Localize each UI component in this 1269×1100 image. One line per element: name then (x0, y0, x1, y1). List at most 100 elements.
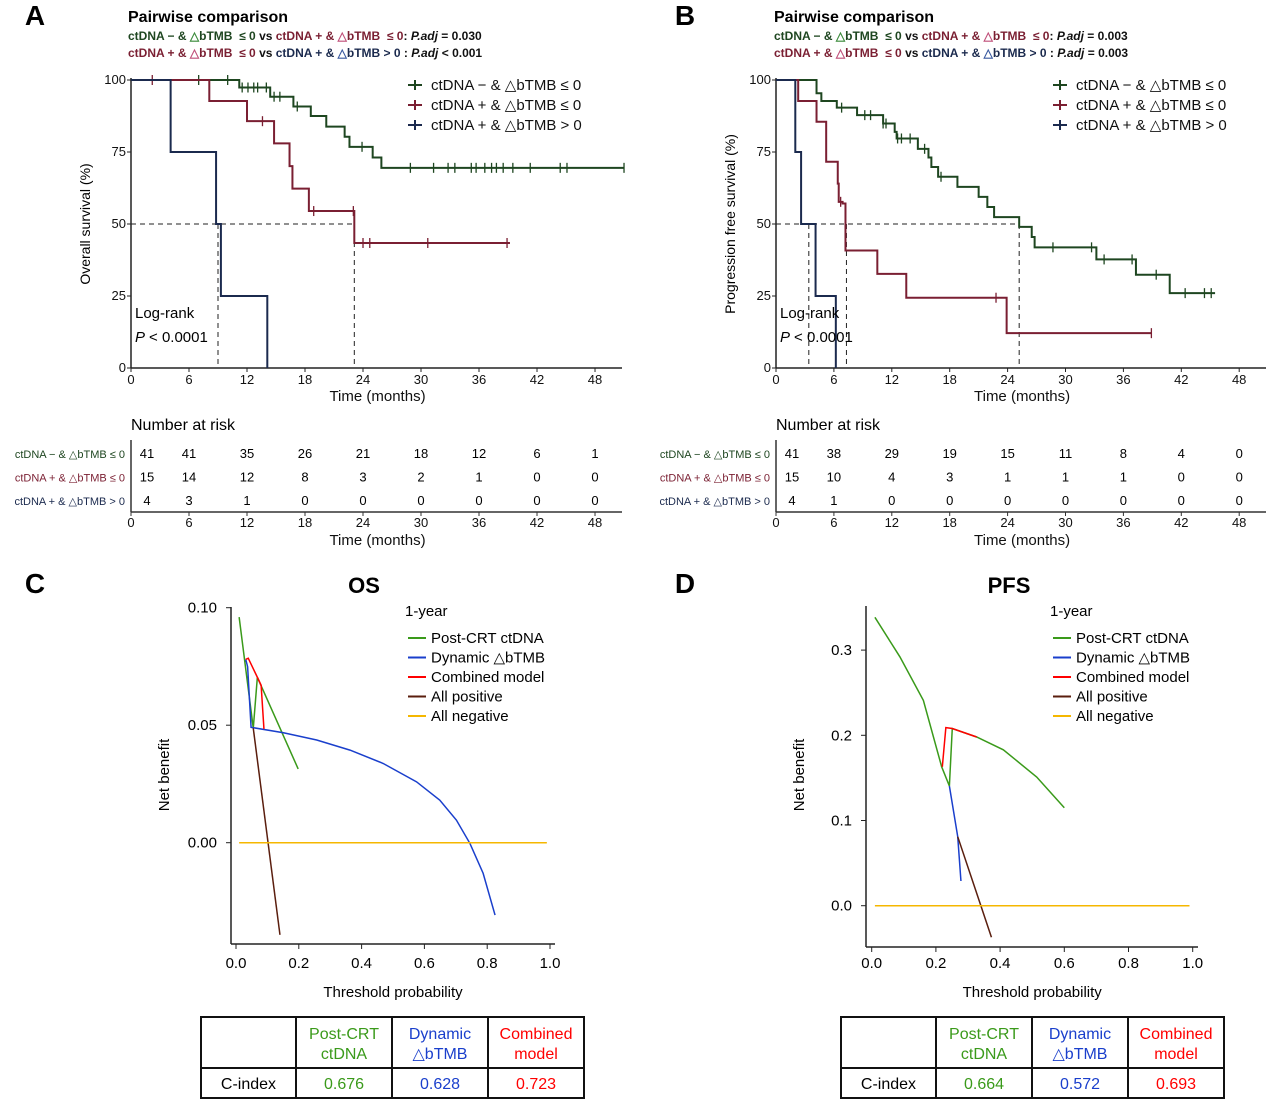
y-tick-label: 0.3 (831, 642, 852, 659)
legend-label: Dynamic △bTMB (431, 650, 545, 667)
risk-count: 0 (591, 493, 598, 508)
legend-label: Dynamic △bTMB (1076, 650, 1190, 667)
comparison-segment: vs (905, 29, 922, 43)
comparison-segment: bTMB ≤ 0 (199, 46, 259, 60)
legend-label: ctDNA − & △bTMB ≤ 0 (1076, 77, 1226, 94)
risk-count: 18 (414, 446, 428, 461)
risk-tick-label: 48 (588, 515, 602, 530)
x-tick-label: 18 (942, 372, 956, 387)
x-tick-label: 30 (414, 372, 428, 387)
legend-label: Combined model (431, 669, 544, 686)
y-axis-label: Progression free survival (%) (722, 134, 738, 314)
cindex-value: 0.628 (420, 1076, 460, 1093)
risk-count: 1 (475, 470, 482, 485)
comparison-segment: = 0.003 (1084, 46, 1128, 60)
panel-letter: B (675, 0, 695, 31)
risk-tick-label: 30 (414, 515, 428, 530)
y-tick-label: 75 (112, 144, 126, 159)
x-tick-label: 0.6 (1054, 955, 1075, 972)
x-tick-label: 0.8 (1118, 955, 1139, 972)
comparison-segment: : (1050, 46, 1057, 60)
x-tick-label: 0.2 (288, 955, 309, 972)
risk-count: 3 (359, 470, 366, 485)
cindex-row-label: C-index (221, 1076, 276, 1093)
y-tick-label: 0.0 (831, 898, 852, 915)
comparison-segment: bTMB ≤ 0 (199, 29, 259, 43)
risk-count: 1 (591, 446, 598, 461)
comparison-title: Pairwise comparison (128, 9, 288, 26)
cindex-column-header: △bTMB (1053, 1046, 1108, 1063)
cindex-column-header: model (1154, 1046, 1198, 1063)
risk-count: 0 (946, 493, 953, 508)
x-tick-label: 24 (356, 372, 370, 387)
dca-curve (252, 728, 281, 935)
y-tick-label: 50 (757, 216, 771, 231)
comparison-segment: = 0.030 (438, 29, 482, 43)
risk-count: 0 (301, 493, 308, 508)
y-tick-label: 50 (112, 216, 126, 231)
comparison-segment: bTMB ≤ 0 (347, 29, 404, 43)
x-tick-label: 24 (1000, 372, 1014, 387)
risk-tick-label: 48 (1232, 515, 1246, 530)
risk-row-label: ctDNA + & △bTMB ≤ 0 (660, 473, 770, 485)
cindex-column-header: Combined (1140, 1026, 1213, 1043)
risk-count: 4 (1178, 446, 1185, 461)
cindex-column-header: ctDNA (961, 1046, 1008, 1063)
risk-count: 1 (830, 493, 837, 508)
comparison-segment: △ (337, 29, 348, 43)
x-tick-label: 1.0 (540, 955, 561, 972)
risk-table-title: Number at risk (131, 417, 236, 434)
comparison-segment: △ (983, 46, 994, 60)
legend-label: All positive (1076, 689, 1148, 706)
x-tick-label: 0.4 (990, 955, 1011, 972)
risk-count: 3 (185, 493, 192, 508)
comparison-segment: △ (337, 46, 348, 60)
comparison-segment: △ (835, 29, 846, 43)
risk-row-label: ctDNA − & △bTMB ≤ 0 (660, 449, 770, 461)
x-tick-label: 1.0 (1182, 955, 1203, 972)
comparison-title: Pairwise comparison (774, 9, 934, 26)
y-tick-label: 100 (104, 72, 126, 87)
x-axis-label: Time (months) (329, 388, 425, 405)
risk-row-label: ctDNA + & △bTMB ≤ 0 (15, 473, 125, 485)
legend-label: ctDNA − & △bTMB ≤ 0 (431, 77, 581, 94)
comparison-segment: : (404, 46, 411, 60)
comparison-segment: vs (905, 46, 922, 60)
x-tick-label: 48 (1232, 372, 1246, 387)
y-tick-label: 0.00 (188, 835, 217, 852)
panel-letter: D (675, 568, 695, 599)
comparison-segment: vs (259, 46, 276, 60)
legend-title: 1-year (1050, 603, 1093, 620)
dca-curve (957, 836, 993, 938)
risk-count: 0 (417, 493, 424, 508)
cindex-table-C: C-index Post-CRT ctDNA 0.676 Dynamic △bTMB 0.6… (200, 1016, 585, 1099)
risk-count: 4 (788, 493, 795, 508)
risk-count: 6 (533, 446, 540, 461)
comparison-segment: ctDNA + & (922, 29, 984, 43)
p-symbol: P (135, 329, 145, 346)
risk-count: 0 (475, 493, 482, 508)
comparison-segment: △ (835, 46, 846, 60)
y-tick-label: 25 (112, 288, 126, 303)
cindex-column-header: △bTMB (413, 1046, 468, 1063)
risk-tick-label: 12 (885, 515, 899, 530)
x-axis-label: Time (months) (974, 388, 1070, 405)
legend-label: ctDNA + & △bTMB ≤ 0 (431, 97, 581, 114)
risk-count: 10 (827, 470, 841, 485)
risk-tick-label: 24 (356, 515, 370, 530)
risk-count: 0 (888, 493, 895, 508)
comparison-segment: bTMB ≤ 0 (845, 46, 905, 60)
x-axis-label: Threshold probability (963, 984, 1103, 1001)
comparison-segment: P.adj (1057, 46, 1085, 60)
p-value: < 0.0001 (794, 329, 853, 346)
x-tick-label: 0.0 (861, 955, 882, 972)
km-curve (776, 79, 1216, 295)
risk-count: 8 (1120, 446, 1127, 461)
risk-count: 0 (1236, 493, 1243, 508)
risk-count: 35 (240, 446, 254, 461)
comparison-segment: bTMB ≤ 0 (993, 29, 1050, 43)
cindex-value: 0.723 (516, 1076, 556, 1093)
comparison-segment: ctDNA + & (922, 46, 984, 60)
risk-count: 41 (140, 446, 154, 461)
comparison-line: ctDNA − & △bTMB ≤ 0 vs ctDNA + & △bTMB ≤… (774, 29, 1128, 43)
